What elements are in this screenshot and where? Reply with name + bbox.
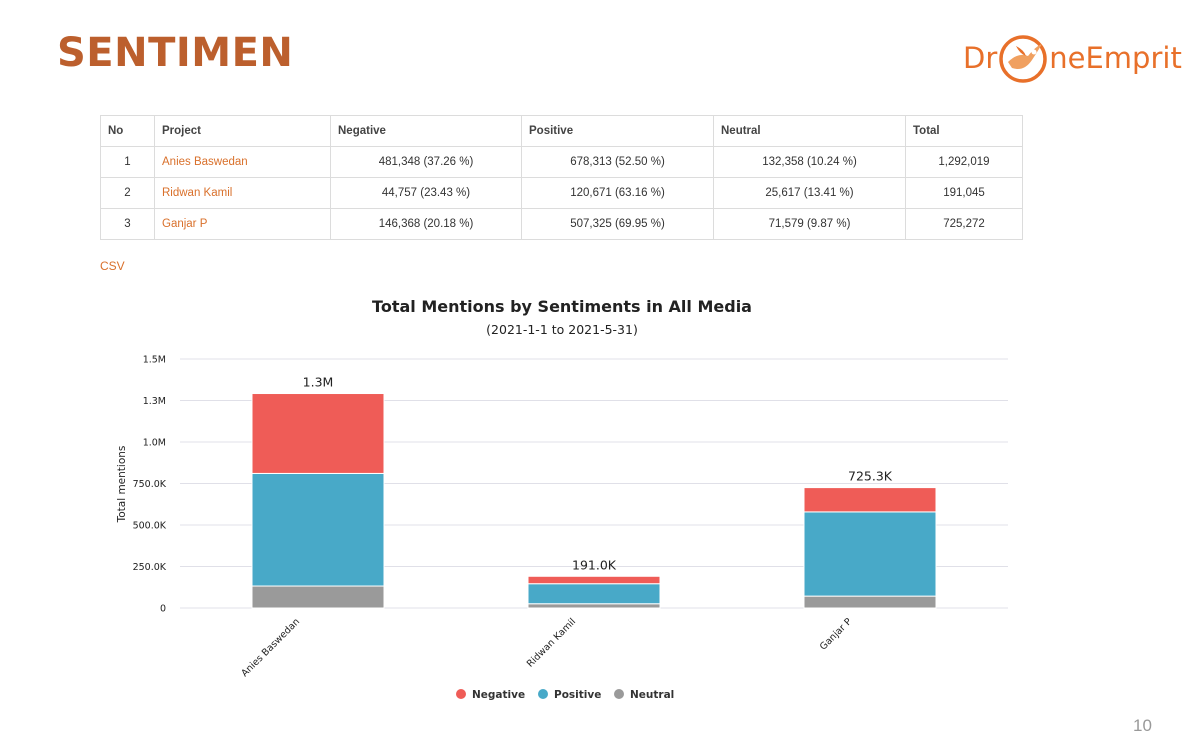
bar-segment-positive — [527, 583, 661, 605]
slide-title: SENTIMEN — [57, 30, 294, 76]
legend-marker-negative — [456, 689, 466, 699]
cell-no: 3 — [100, 208, 155, 240]
logo-ring — [999, 35, 1048, 83]
bar-segment-negative — [251, 393, 385, 474]
project-link[interactable]: Anies Baswedan — [154, 146, 331, 178]
cell-positive: 507,325 (69.95 %) — [521, 208, 714, 240]
cell-negative: 481,348 (37.26 %) — [330, 146, 522, 178]
drone-bird-icon — [998, 32, 1048, 84]
legend-label-positive: Positive — [554, 689, 601, 701]
legend-label-neutral: Neutral — [630, 689, 674, 701]
cell-no: 2 — [100, 177, 155, 209]
chart-title: Total Mentions by Sentiments in All Medi… — [372, 297, 752, 316]
header-negative[interactable]: Negative — [330, 115, 522, 147]
cell-neutral: 132,358 (10.24 %) — [713, 146, 906, 178]
bar-segment-neutral — [251, 585, 385, 609]
cell-negative: 146,368 (20.18 %) — [330, 208, 522, 240]
header-project[interactable]: Project — [154, 115, 331, 147]
page-number: 10 — [1133, 716, 1152, 735]
bar-segment-neutral — [527, 603, 661, 609]
legend-marker-positive — [538, 689, 548, 699]
project-link[interactable]: Ganjar P — [154, 208, 331, 240]
cell-total: 191,045 — [905, 177, 1023, 209]
bar-segment-positive — [251, 472, 385, 587]
sentiment-table: No Project Negative Positive Neutral Tot… — [100, 115, 1023, 240]
x-tick-label: Ridwan Kamil — [525, 616, 578, 669]
logo-text-end: neEmprit — [1049, 41, 1182, 75]
header-positive[interactable]: Positive — [521, 115, 714, 147]
table-row: 3 Ganjar P 146,368 (20.18 %) 507,325 (69… — [100, 208, 1023, 240]
bar-total-label: 725.3K — [848, 469, 893, 484]
csv-download-link[interactable]: CSV — [100, 259, 125, 273]
x-tick-label: Ganjar P — [818, 616, 854, 652]
y-tick-label: 1.3M — [143, 396, 166, 407]
chart-subtitle: (2021-1-1 to 2021-5-31) — [486, 322, 638, 337]
bar-total-label: 1.3M — [303, 375, 334, 390]
cell-total: 1,292,019 — [905, 146, 1023, 178]
logo-bird-wing — [1016, 46, 1027, 56]
y-axis-title: Total mentions — [116, 446, 128, 524]
cell-neutral: 71,579 (9.87 %) — [713, 208, 906, 240]
bar-segment-negative — [527, 575, 661, 585]
y-tick-label: 500.0K — [133, 521, 167, 532]
logo-bird-eye — [1031, 49, 1037, 55]
legend-marker-neutral — [614, 689, 624, 699]
y-tick-label: 1.0M — [143, 438, 166, 449]
y-tick-label: 0 — [160, 604, 166, 615]
drone-emprit-logo: Dr neEmprit — [963, 30, 1182, 86]
table-row: 1 Anies Baswedan 481,348 (37.26 %) 678,3… — [100, 146, 1023, 178]
y-tick-label: 750.0K — [133, 479, 167, 490]
bar-total-label: 191.0K — [572, 557, 617, 572]
bar-segment-negative — [803, 487, 937, 513]
cell-positive: 120,671 (63.16 %) — [521, 177, 714, 209]
project-link[interactable]: Ridwan Kamil — [154, 177, 331, 209]
legend-label-negative: Negative — [472, 689, 525, 701]
logo-text-start: Dr — [963, 41, 998, 75]
x-tick-label: Anies Baswedan — [239, 616, 302, 679]
cell-total: 725,272 — [905, 208, 1023, 240]
y-tick-label: 250.0K — [133, 562, 167, 573]
cell-positive: 678,313 (52.50 %) — [521, 146, 714, 178]
table-row: 2 Ridwan Kamil 44,757 (23.43 %) 120,671 … — [100, 177, 1023, 209]
y-tick-label: 1.5M — [143, 355, 166, 366]
bar-segment-positive — [803, 511, 937, 597]
bar-segment-neutral — [803, 595, 937, 609]
